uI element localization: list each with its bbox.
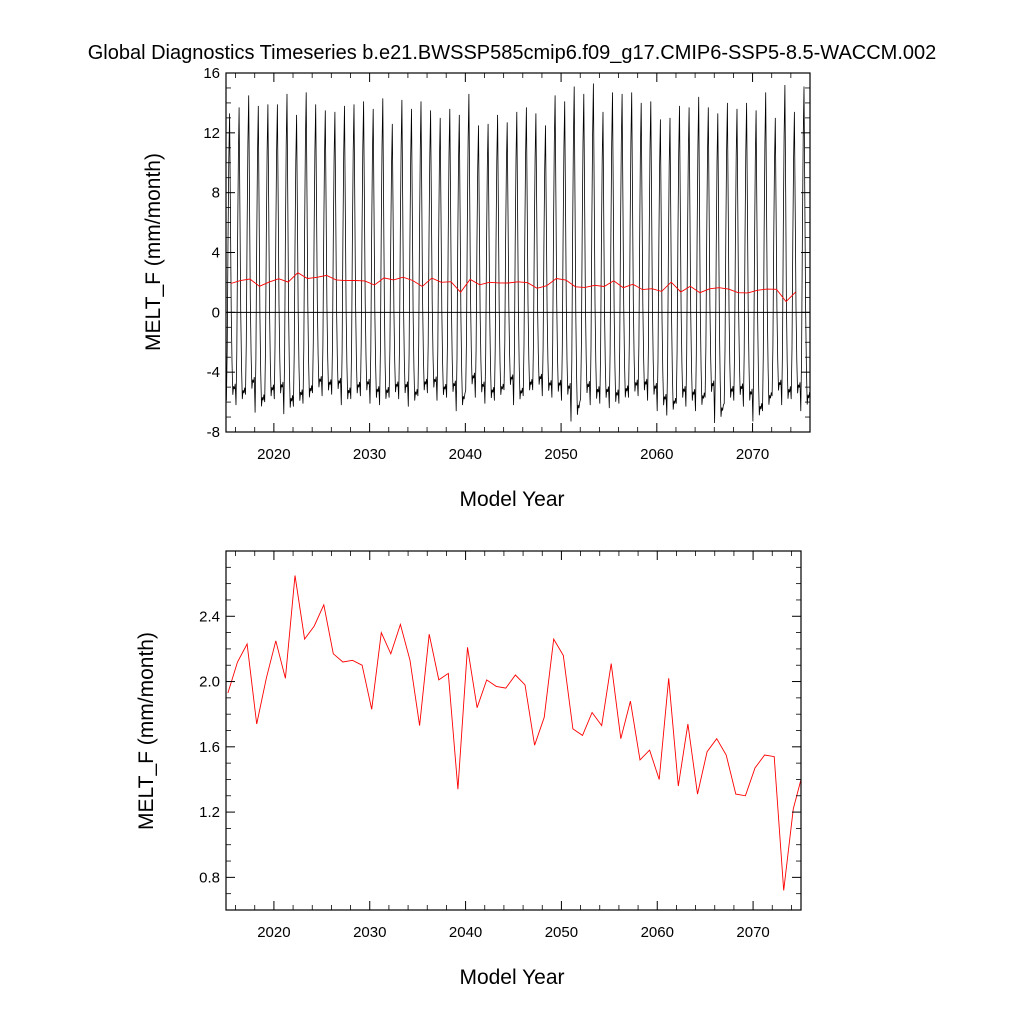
top-ytick-label: 16 <box>203 65 220 82</box>
bottom-xtick-label: 2020 <box>257 924 290 941</box>
top-x-axis-title: Model Year <box>459 488 564 511</box>
bottom-ytick-label: 1.6 <box>199 739 220 756</box>
top-ytick-label: -4 <box>207 364 220 381</box>
top-xtick-label: 2040 <box>449 446 482 463</box>
bottom-plot-area <box>227 575 802 891</box>
top-xtick-label: 2060 <box>640 446 673 463</box>
top-xtick-label: 2050 <box>544 446 577 463</box>
bottom-panel: 2.4 2.0 1.6 1.2 0.8 2020 2030 2040 2050 2060 2070… <box>135 550 802 989</box>
bottom-xtick-label: 2070 <box>736 924 769 941</box>
top-ytick-label: 8 <box>212 185 220 202</box>
top-ytick-label: -8 <box>207 424 220 441</box>
top-xtick-label: 2020 <box>257 446 290 463</box>
bottom-xtick-label: 2030 <box>353 924 386 941</box>
top-y-ticks: 16 12 8 4 0 -4 -8 <box>203 65 810 441</box>
figure-title: Global Diagnostics Timeseries b.e21.BWSS… <box>88 42 937 64</box>
top-xtick-label: 2070 <box>736 446 769 463</box>
top-x-ticks: 2020 2030 2040 2050 2060 2070 <box>235 73 811 463</box>
bottom-annual-series-line <box>227 575 802 891</box>
top-y-axis-title: MELT_F (mm/month) <box>142 153 165 351</box>
top-ytick-label: 4 <box>212 245 220 262</box>
bottom-ytick-label: 2.0 <box>199 674 220 691</box>
bottom-y-ticks: 2.4 2.0 1.6 1.2 0.8 <box>199 566 801 911</box>
bottom-xtick-label: 2050 <box>545 924 578 941</box>
bottom-ytick-label: 0.8 <box>199 869 220 886</box>
bottom-ytick-label: 2.4 <box>199 608 220 625</box>
bottom-plot-frame <box>225 550 802 911</box>
bottom-x-axis-title: Model Year <box>459 966 564 989</box>
bottom-y-axis-title: MELT_F (mm/month) <box>135 632 158 830</box>
top-ytick-label: 0 <box>212 304 220 321</box>
bottom-x-ticks: 2020 2030 2040 2050 2060 2070 <box>235 551 792 941</box>
bottom-xtick-label: 2060 <box>641 924 674 941</box>
top-xtick-label: 2030 <box>353 446 386 463</box>
top-monthly-series-line <box>226 83 810 424</box>
top-annual-series-line <box>230 272 796 303</box>
top-ytick-label: 12 <box>203 125 220 142</box>
top-panel: 16 12 8 4 0 -4 -8 2020 2030 2040 2050 2060 2070 Mod… <box>142 65 811 511</box>
top-plot-area <box>226 83 810 424</box>
bottom-xtick-label: 2040 <box>449 924 482 941</box>
bottom-ytick-label: 1.2 <box>199 804 220 821</box>
